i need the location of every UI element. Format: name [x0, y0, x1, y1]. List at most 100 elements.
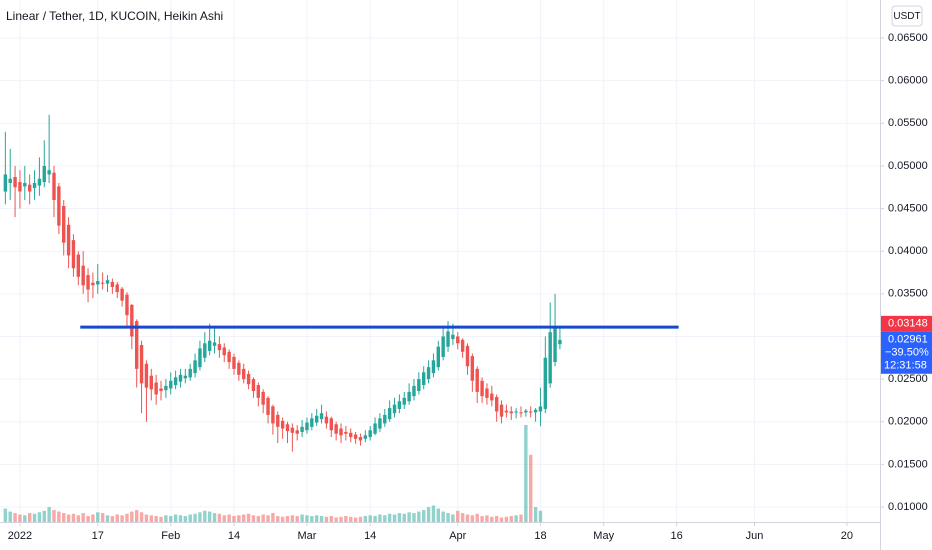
volume-bar — [52, 510, 56, 522]
candle-body — [392, 404, 397, 414]
candle-body — [387, 408, 392, 420]
volume-bar — [490, 516, 494, 522]
volume-bar — [310, 516, 314, 522]
volume-bar — [387, 513, 392, 522]
candle-body — [426, 367, 431, 380]
volume-bar — [392, 514, 397, 522]
currency-button[interactable] — [891, 5, 923, 27]
volume-bar — [8, 511, 12, 522]
candle-body — [475, 368, 479, 392]
candle-body — [18, 182, 22, 192]
volume-bar — [193, 513, 197, 522]
volume-bar — [470, 515, 475, 522]
candle-layer — [3, 114, 562, 452]
volume-bar — [76, 515, 81, 522]
volume-bar — [256, 516, 261, 522]
candle-body — [271, 406, 275, 424]
y-tick-label: 0.06000 — [888, 75, 928, 87]
x-tick-label: 20 — [841, 530, 853, 542]
candle-body — [485, 388, 489, 398]
volume-bar — [232, 516, 236, 522]
candle-body — [100, 282, 105, 284]
volume-bar — [514, 515, 518, 522]
volume-bar — [3, 508, 8, 522]
volume-bar — [169, 516, 173, 522]
x-tick-label: May — [593, 530, 614, 542]
candle-body — [519, 412, 523, 414]
candle-body — [57, 186, 61, 226]
candle-body — [524, 410, 528, 413]
volume-bar — [329, 516, 333, 522]
candle-body — [368, 430, 372, 438]
volume-bar — [314, 515, 319, 522]
x-tick-label: Mar — [297, 530, 316, 542]
volume-bar — [368, 515, 372, 522]
volume-bar — [227, 514, 231, 522]
volume-bar — [251, 515, 256, 522]
volume-bar — [217, 513, 222, 522]
candle-body — [105, 280, 110, 284]
candle-body — [71, 240, 76, 269]
candle-body — [169, 380, 173, 389]
volume-bar — [246, 513, 251, 522]
volume-bar — [86, 516, 90, 522]
chart-title: Linear / Tether, 1D, KUCOIN, Heikin Ashi — [6, 9, 223, 23]
candle-body — [295, 430, 299, 434]
volume-bar — [81, 513, 85, 522]
candle-body — [353, 434, 358, 439]
current-price-label: 0.02961 — [888, 334, 928, 346]
candle-body — [558, 339, 562, 345]
candle-body — [237, 362, 241, 375]
candle-body — [251, 379, 256, 392]
candle-body — [422, 372, 426, 386]
candle-body — [480, 380, 484, 397]
candle-body — [397, 401, 402, 409]
volume-bar — [23, 515, 27, 522]
volume-bar — [349, 516, 353, 522]
candle-body — [436, 346, 440, 368]
candle-body — [86, 275, 90, 290]
volume-bar — [441, 511, 445, 522]
candle-body — [66, 224, 71, 256]
volume-bar — [96, 512, 100, 522]
candle-body — [339, 428, 343, 436]
volume-bar — [383, 515, 387, 522]
volume-bar — [37, 512, 42, 522]
volume-layer — [3, 425, 543, 522]
candle-body — [465, 345, 470, 367]
volume-bar — [485, 515, 489, 522]
volume-bar — [407, 512, 411, 522]
volume-bar — [378, 514, 382, 522]
candle-body — [373, 423, 377, 434]
volume-bar — [149, 515, 153, 522]
volume-bar — [280, 516, 285, 522]
volume-bar — [198, 512, 202, 522]
currency-label: USDT — [893, 11, 920, 22]
volume-bar — [480, 516, 484, 522]
volume-bar — [203, 510, 207, 522]
candle-body — [188, 368, 192, 378]
candle-body — [149, 375, 153, 390]
candle-body — [198, 348, 202, 368]
axis-layer: 0.010000.015000.020000.025000.030000.035… — [8, 32, 932, 542]
candle-body — [81, 265, 85, 286]
volume-bar — [159, 516, 163, 522]
volume-bar — [533, 507, 538, 522]
candle-body — [538, 406, 543, 412]
volume-bar — [47, 507, 51, 522]
volume-bar — [305, 515, 309, 522]
candle-body — [125, 294, 129, 316]
candle-body — [446, 331, 450, 347]
candle-body — [23, 182, 27, 187]
candle-body — [305, 422, 309, 431]
volume-bar — [120, 515, 124, 522]
candle-body — [543, 357, 548, 409]
volume-bar — [105, 515, 110, 522]
volume-bar — [110, 516, 115, 522]
volume-bar — [494, 516, 499, 522]
volume-bar — [344, 516, 348, 522]
candle-body — [548, 332, 552, 384]
y-tick-label: 0.04500 — [888, 202, 928, 214]
volume-bar — [499, 517, 504, 522]
